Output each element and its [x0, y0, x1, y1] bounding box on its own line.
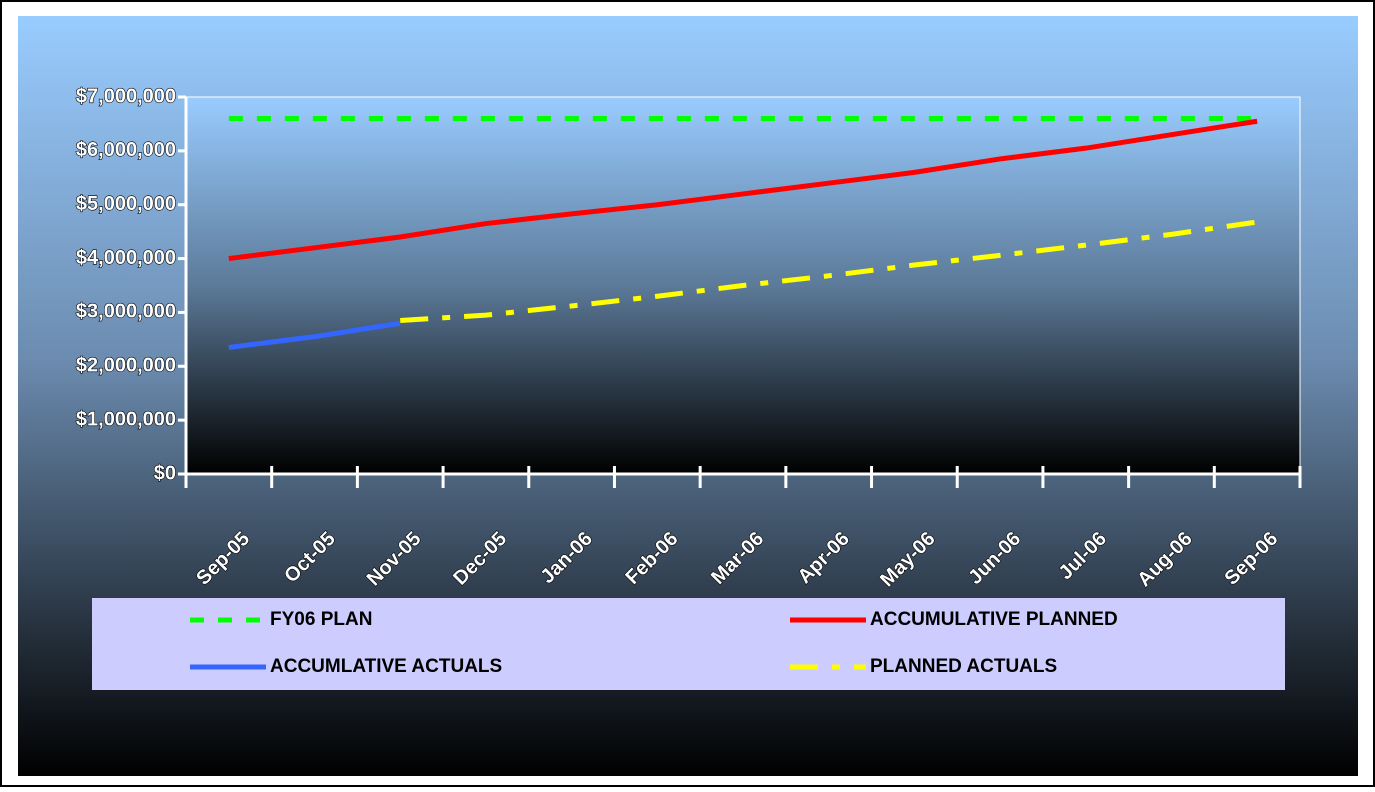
y-tick-label: $5,000,000 — [76, 193, 176, 215]
legend-label: ACCUMLATIVE ACTUALS — [270, 656, 502, 677]
y-tick-label: $4,000,000 — [76, 247, 176, 269]
y-tick-label: $3,000,000 — [76, 301, 176, 323]
y-tick-label: $7,000,000 — [76, 85, 176, 107]
y-tick-label: $0 — [154, 462, 176, 484]
y-tick-label: $2,000,000 — [76, 355, 176, 377]
series-line — [228, 118, 1258, 262]
legend-label: ACCUMULATIVE PLANNED — [870, 609, 1118, 630]
legend-label: FY06 PLAN — [270, 609, 372, 630]
series-line — [400, 219, 1258, 324]
series-line — [228, 320, 401, 350]
y-tick-label: $1,000,000 — [76, 408, 176, 430]
legend-label: PLANNED ACTUALS — [870, 656, 1057, 677]
y-tick-label: $6,000,000 — [76, 139, 176, 161]
legend — [92, 598, 1285, 690]
